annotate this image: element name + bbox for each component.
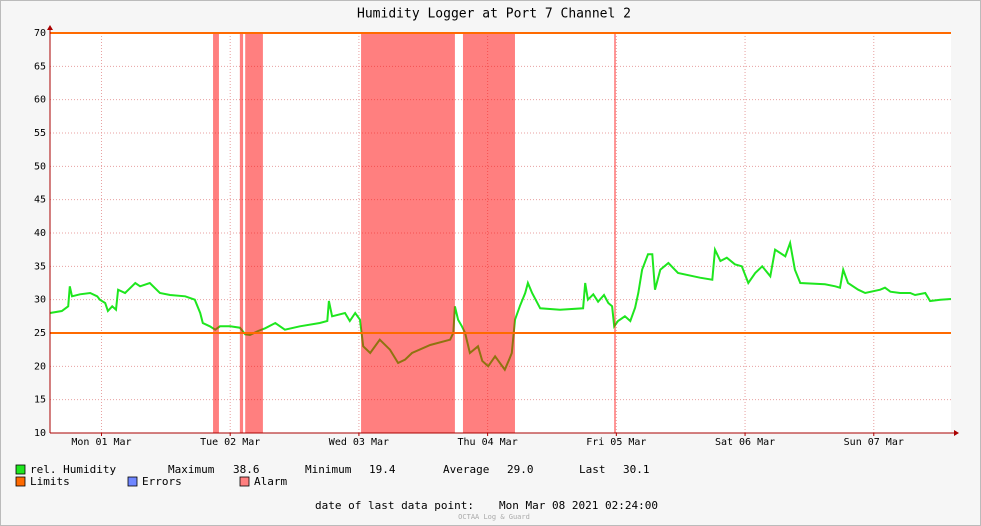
x-tick-label: Mon 01 Mar [71, 437, 131, 448]
y-tick-label: 25 [34, 328, 46, 339]
legend-swatch [15, 476, 26, 487]
y-tick-label: 20 [34, 361, 46, 372]
legend-swatch [127, 476, 138, 487]
alarm-band [462, 33, 515, 433]
x-tick-label: Sun 07 Mar [844, 437, 904, 448]
footer-value: Mon Mar 08 2021 02:24:00 [499, 499, 658, 512]
stat-label: Average [443, 463, 489, 476]
alarm-band [614, 33, 616, 433]
y-tick-label: 50 [34, 161, 46, 172]
alarm-band [239, 33, 244, 433]
y-tick-label: 55 [34, 128, 46, 139]
x-tick-label: Wed 03 Mar [329, 437, 389, 448]
stat-label: Last [579, 463, 606, 476]
x-tick-label: Fri 05 Mar [586, 437, 646, 448]
alarm-band [361, 33, 455, 433]
y-tick-label: 65 [34, 61, 46, 72]
y-arrow [47, 25, 53, 30]
y-tick-label: 45 [34, 195, 46, 206]
alarm-band [245, 33, 263, 433]
stat-value: 30.1 [623, 463, 650, 476]
x-arrow [954, 430, 959, 436]
legend-swatch [239, 476, 250, 487]
legend-label: Errors [142, 475, 182, 488]
y-tick-label: 35 [34, 261, 46, 272]
stat-value: 38.6 [233, 463, 260, 476]
y-tick-label: 30 [34, 295, 46, 306]
legend-swatch [15, 464, 26, 475]
legend-label: Limits [30, 475, 70, 488]
stat-label: Minimum [305, 463, 352, 476]
y-tick-label: 60 [34, 95, 46, 106]
y-tick-label: 10 [34, 428, 46, 439]
stat-label: Maximum [168, 463, 215, 476]
alarm-band [213, 33, 219, 433]
x-tick-label: Tue 02 Mar [200, 437, 260, 448]
legend-label: rel. Humidity [30, 463, 116, 476]
chart-title: Humidity Logger at Port 7 Channel 2 [357, 7, 631, 22]
legend-label: Alarm [254, 475, 287, 488]
y-tick-label: 40 [34, 228, 46, 239]
x-tick-label: Thu 04 Mar [458, 437, 518, 448]
watermark: OCTAA Log & Guard [458, 513, 530, 521]
stat-value: 29.0 [507, 463, 534, 476]
x-tick-label: Sat 06 Mar [715, 437, 775, 448]
y-tick-label: 70 [34, 28, 46, 39]
footer-label: date of last data point: [315, 499, 474, 512]
stat-value: 19.4 [369, 463, 396, 476]
y-tick-label: 15 [34, 395, 46, 406]
